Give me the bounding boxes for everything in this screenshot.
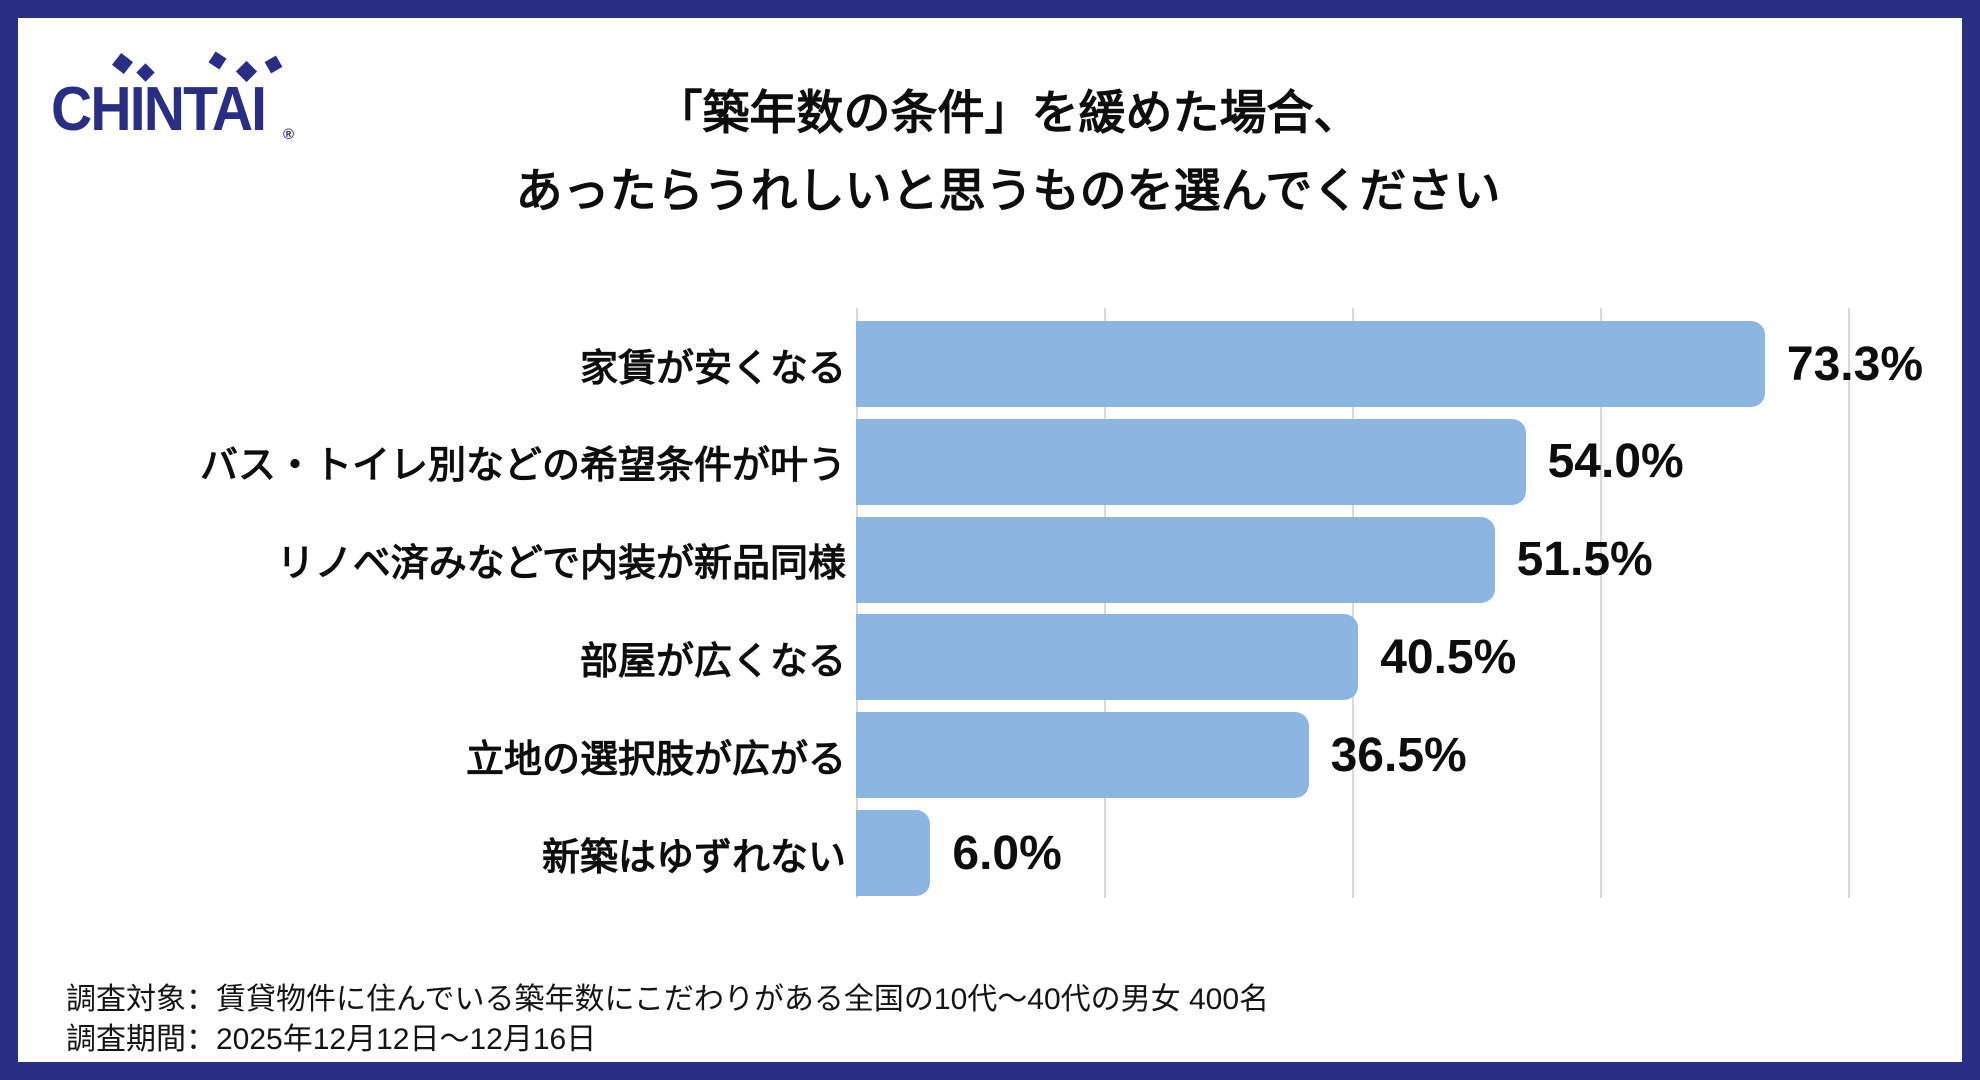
gridline — [1848, 308, 1850, 898]
category-label: 部屋が広くなる — [579, 640, 846, 683]
survey-period: 調査期間：2025年12月12日〜12月16日 — [66, 1023, 597, 1056]
category-label: バス・トイレ別などの希望条件が叶う — [199, 445, 846, 488]
value-label: 40.5% — [1380, 630, 1517, 684]
gridline — [1352, 308, 1354, 898]
bar — [856, 321, 1765, 407]
bar-track: 6.0% — [856, 810, 1848, 896]
bar — [856, 418, 1526, 505]
category-label: リノベ済みなどで内装が新品同様 — [276, 543, 846, 586]
chart-row: 立地の選択肢が広がる 36.5% — [18, 712, 1980, 799]
bar-chart: 家賃が安くなる 73.3% バス・トイレ別などの希望条件が叶う 54.0% リノベ済みな… — [18, 308, 1980, 900]
value-label: 36.5% — [1330, 728, 1467, 782]
bar-track: 54.0% — [856, 418, 1848, 505]
survey-notes: 調査対象：賃貸物件に住んでいる築年数にこだわりがある全国の10代〜40代の男女 … — [66, 980, 1269, 1060]
bar — [856, 810, 931, 896]
chart-row: 家賃が安くなる 73.3% — [18, 321, 1980, 407]
logo-diamond-icon — [208, 51, 227, 70]
category-label: 家賃が安くなる — [579, 347, 846, 390]
registered-trademark: ® — [283, 126, 295, 143]
chintai-logo: CHINTAI ® — [51, 50, 311, 150]
survey-target: 調査対象：賃貸物件に住んでいる築年数にこだわりがある全国の10代〜40代の男女 … — [66, 983, 1270, 1016]
value-label: 51.5% — [1516, 533, 1653, 587]
value-label: 73.3% — [1786, 337, 1924, 391]
category-label: 新築はゆずれない — [541, 836, 846, 879]
bar — [856, 614, 1359, 701]
chart-row: 新築はゆずれない 6.0% — [18, 810, 1980, 896]
category-label: 立地の選択肢が広がる — [465, 738, 846, 781]
logo-diamond-icon — [111, 52, 134, 75]
chart-title-line1: 「築年数の条件」を緩めた場合、 — [655, 86, 1361, 139]
chart-row: バス・トイレ別などの希望条件が叶う 54.0% — [18, 418, 1980, 505]
bar-track: 36.5% — [856, 712, 1848, 799]
plot-gridlines — [856, 308, 1850, 898]
logo-diamond-icon — [264, 55, 283, 74]
chart-title-line2: あったらうれしいと思うものを選んでください — [515, 164, 1501, 217]
chart-row: リノベ済みなどで内装が新品同様 51.5% — [18, 516, 1980, 603]
logo-text: CHINTAI — [51, 75, 267, 144]
bar — [856, 712, 1309, 799]
value-label: 6.0% — [952, 826, 1062, 880]
bar — [856, 516, 1495, 603]
gridline — [1600, 308, 1602, 898]
bar-track: 73.3% — [856, 321, 1923, 407]
bar-track: 51.5% — [856, 516, 1848, 603]
gridline — [856, 308, 858, 898]
chart-panel: CHINTAI ® 「築年数の条件」を緩めた場合、 あったらうれしいと思うものを… — [18, 18, 1962, 1062]
bar-track: 40.5% — [856, 614, 1848, 701]
chart-title: 「築年数の条件」を緩めた場合、 あったらうれしいと思うものを選んでください — [18, 74, 1980, 230]
gridline — [1104, 308, 1106, 898]
chart-row: 部屋が広くなる 40.5% — [18, 614, 1980, 701]
value-label: 54.0% — [1547, 435, 1684, 489]
